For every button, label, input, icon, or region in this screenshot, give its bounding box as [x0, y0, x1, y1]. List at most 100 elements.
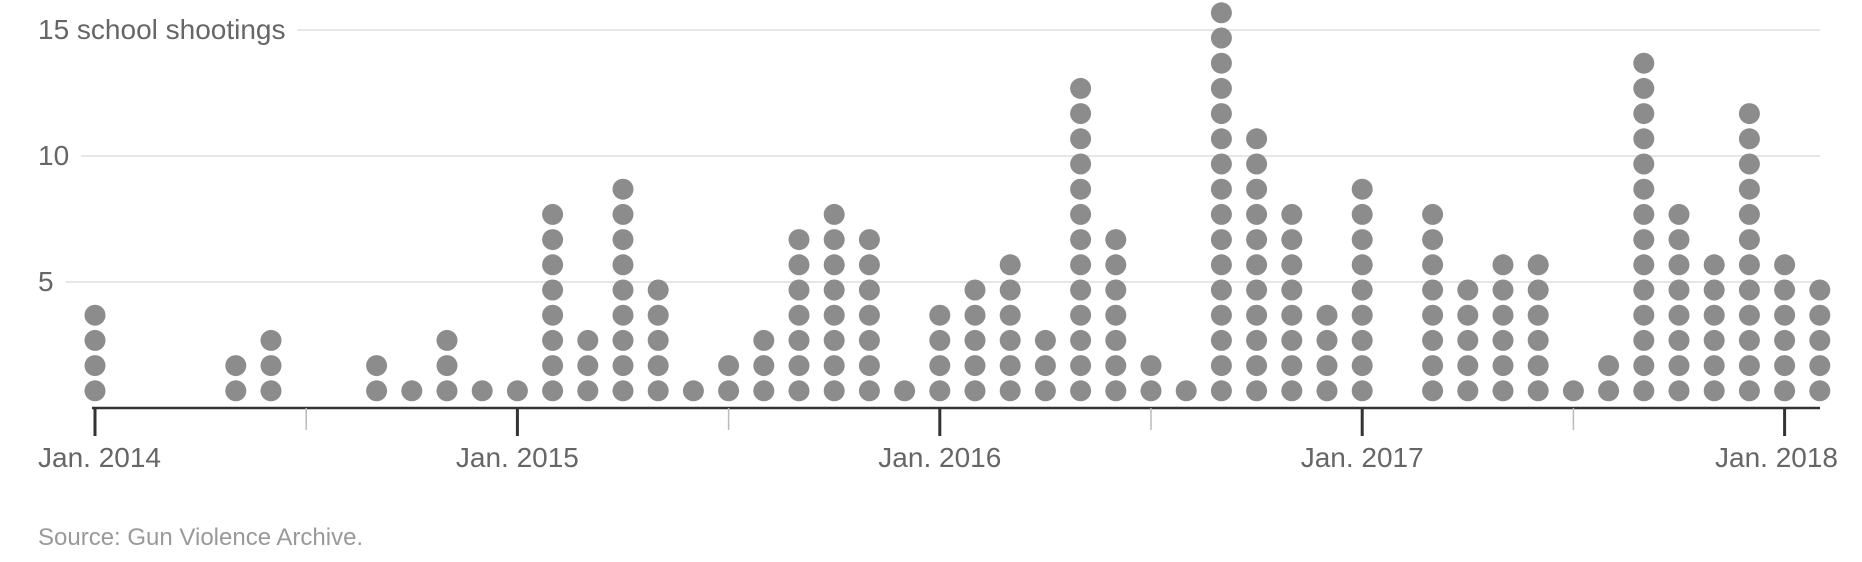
dot: [542, 203, 564, 225]
dot: [1351, 329, 1373, 351]
dot: [858, 279, 880, 301]
dot: [999, 254, 1021, 276]
dot: [225, 380, 247, 402]
dot: [1281, 329, 1303, 351]
dot: [1527, 279, 1549, 301]
dot: [1281, 279, 1303, 301]
dot: [1492, 304, 1514, 326]
dot: [1070, 355, 1092, 377]
dot: [753, 355, 775, 377]
dot: [436, 355, 458, 377]
dot: [788, 355, 810, 377]
dot: [1070, 329, 1092, 351]
dot: [1492, 279, 1514, 301]
dot: [1281, 380, 1303, 402]
dot: [1703, 355, 1725, 377]
dot: [753, 329, 775, 351]
dot: [1210, 229, 1232, 251]
dot: [1738, 304, 1760, 326]
dot: [964, 304, 986, 326]
dot: [647, 355, 669, 377]
dot: [1527, 329, 1549, 351]
dot: [823, 203, 845, 225]
dot: [1281, 355, 1303, 377]
dot: [1633, 103, 1655, 125]
dot: [1210, 2, 1232, 24]
dot: [1774, 254, 1796, 276]
dot: [1105, 304, 1127, 326]
dot: [1738, 355, 1760, 377]
dot: [1246, 380, 1268, 402]
dot: [1774, 329, 1796, 351]
dot: [1070, 128, 1092, 150]
dot: [1281, 229, 1303, 251]
dot: [1668, 229, 1690, 251]
dot: [1070, 178, 1092, 200]
dot: [1738, 203, 1760, 225]
dot: [1422, 279, 1444, 301]
dot: [1140, 355, 1162, 377]
dot: [1034, 329, 1056, 351]
dot: [1210, 304, 1232, 326]
dot: [647, 304, 669, 326]
dot: [999, 329, 1021, 351]
dot: [1281, 304, 1303, 326]
dot: [718, 380, 740, 402]
dot: [788, 254, 810, 276]
dot: [1246, 229, 1268, 251]
dot: [1562, 380, 1584, 402]
dot: [929, 329, 951, 351]
dot: [858, 355, 880, 377]
y-tick-labels: 5 10 15 school shootings: [38, 14, 286, 297]
dot: [929, 380, 951, 402]
x-tick-label: Jan. 2016: [878, 442, 1001, 473]
dot: [1105, 329, 1127, 351]
dot: [1351, 279, 1373, 301]
dot: [1351, 304, 1373, 326]
dot: [577, 355, 599, 377]
dot: [1668, 355, 1690, 377]
dot: [1633, 329, 1655, 351]
dot: [542, 254, 564, 276]
dot: [1738, 178, 1760, 200]
dot: [1422, 355, 1444, 377]
y-tick-label: 10: [38, 140, 69, 171]
dot: [1774, 304, 1796, 326]
dot: [260, 380, 282, 402]
dot: [1633, 279, 1655, 301]
dot: [1210, 178, 1232, 200]
dot: [1281, 254, 1303, 276]
dot: [1422, 304, 1444, 326]
dot: [1210, 153, 1232, 175]
dot: [929, 355, 951, 377]
dot: [1668, 304, 1690, 326]
dot: [1738, 103, 1760, 125]
dot: [647, 279, 669, 301]
dot: [1668, 254, 1690, 276]
dot: [1210, 279, 1232, 301]
dot: [1457, 279, 1479, 301]
dot: [1633, 229, 1655, 251]
y-tick-label: 15 school shootings: [38, 14, 286, 45]
dot: [1668, 380, 1690, 402]
dot: [1210, 329, 1232, 351]
dot: [1210, 380, 1232, 402]
dot: [999, 279, 1021, 301]
dot: [1246, 329, 1268, 351]
y-tick-label: 5: [38, 266, 54, 297]
dot: [1809, 304, 1831, 326]
dot: [1105, 254, 1127, 276]
dot: [1457, 329, 1479, 351]
dot: [858, 304, 880, 326]
dot: [1774, 380, 1796, 402]
dot: [542, 279, 564, 301]
dot: [964, 329, 986, 351]
dot: [84, 304, 106, 326]
dot: [1633, 355, 1655, 377]
source-note: Source: Gun Violence Archive.: [38, 524, 363, 551]
dot: [577, 380, 599, 402]
dot-layer: [84, 2, 1831, 402]
dot: [1598, 380, 1620, 402]
dot: [1070, 380, 1092, 402]
dot: [1105, 380, 1127, 402]
